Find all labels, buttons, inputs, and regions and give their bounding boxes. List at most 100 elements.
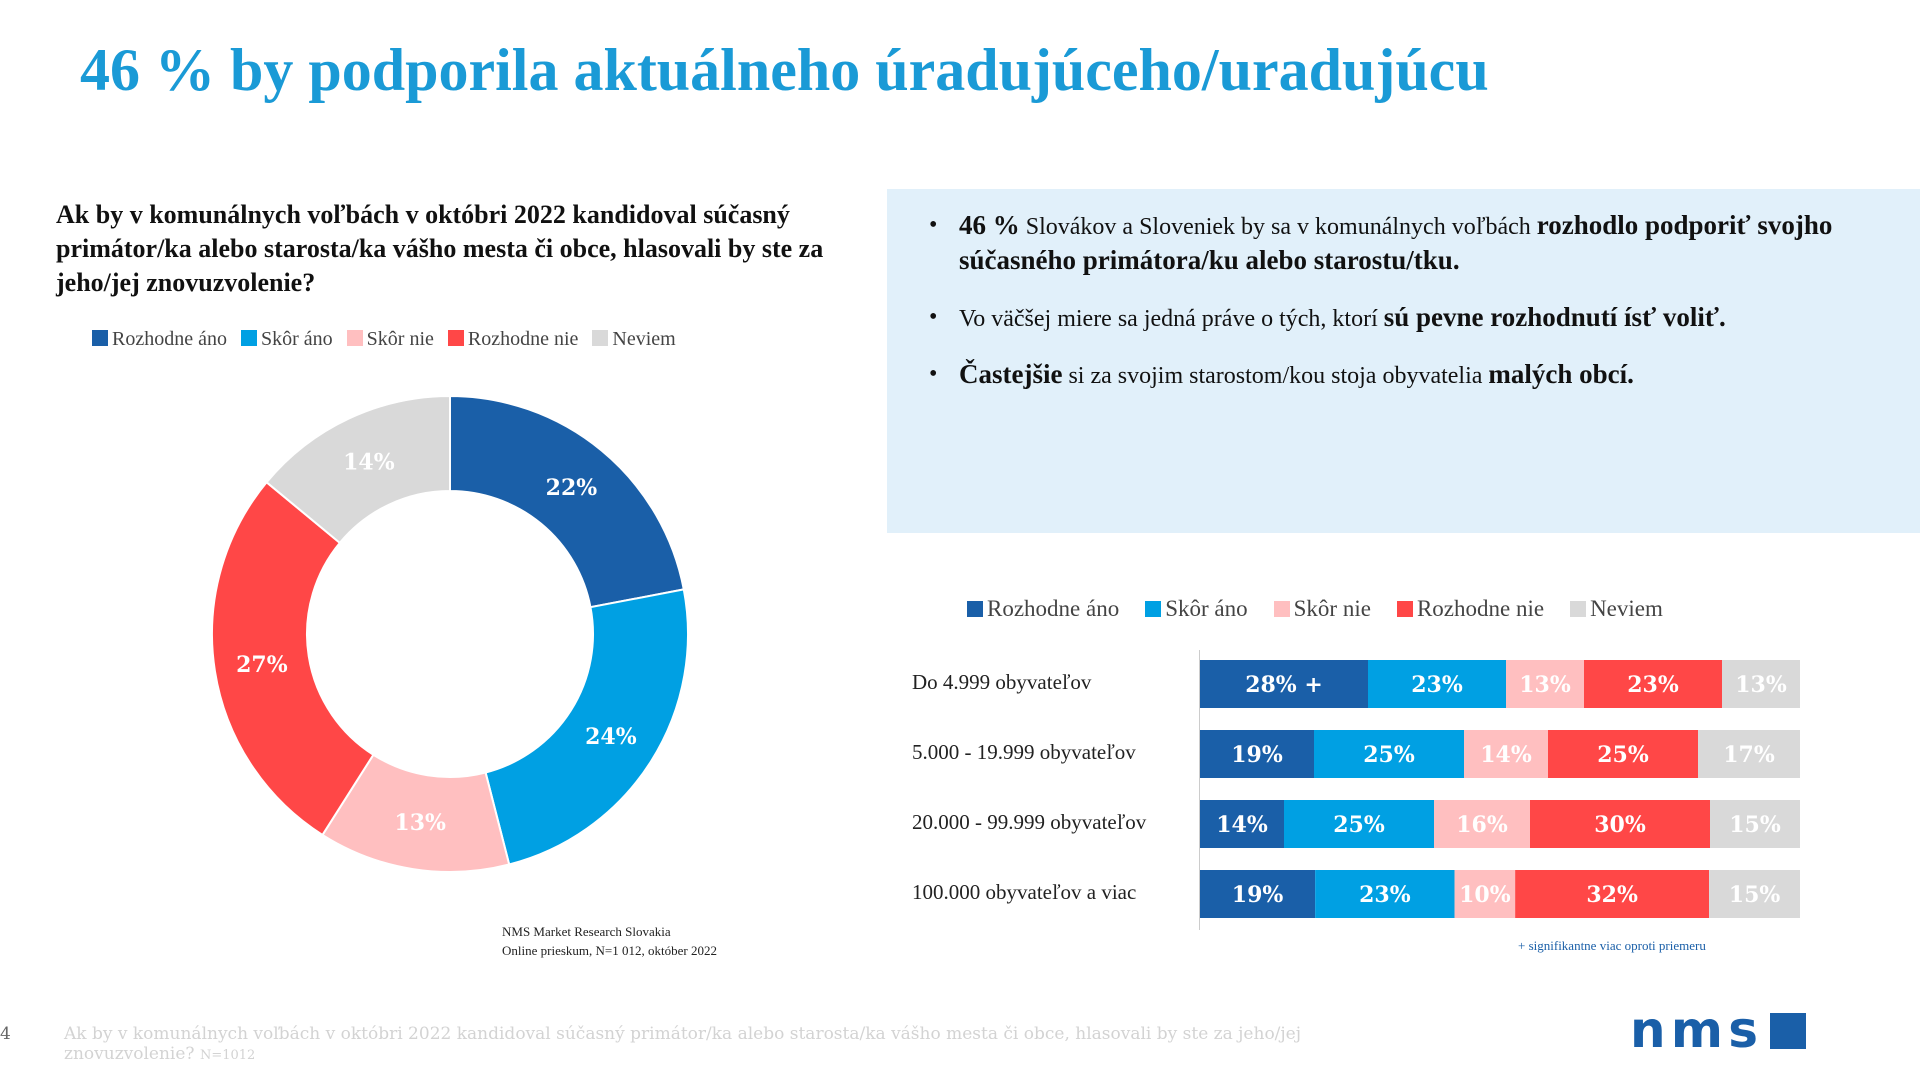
bar-category-label: 5.000 - 19.999 obyvateľov bbox=[912, 740, 1136, 764]
legend-item: Skôr áno bbox=[240, 326, 333, 352]
bar-legend: Rozhodne áno Skôr áno Skôr nie Rozhodne nie… bbox=[967, 596, 1689, 622]
legend-swatch bbox=[447, 330, 464, 346]
legend-label: Rozhodne nie bbox=[467, 328, 579, 350]
legend-swatch bbox=[592, 330, 609, 346]
bar-segment bbox=[1200, 730, 1314, 778]
legend-label: Neviem bbox=[1590, 596, 1663, 621]
bar-segment bbox=[1315, 870, 1455, 918]
bullet-item: Vo väčšej miere sa jedná práve o tých, k… bbox=[929, 301, 1859, 336]
bullet-item: Častejšie si za svojim starostom/kou sto… bbox=[929, 358, 1859, 393]
stacked-bar-chart: 28% + 23% 13% 23% 13% 19% 25% 14% 25% 17% 14% 25% 16… bbox=[1200, 660, 1800, 918]
bar-segment bbox=[1434, 800, 1530, 848]
bullet-bold: 46 % bbox=[959, 210, 1020, 240]
chart-question: Ak by v komunálnych voľbách v októbri 20… bbox=[56, 200, 824, 297]
bullet-item: 46 % Slovákov a Sloveniek by sa v komuná… bbox=[929, 209, 1859, 279]
bar-segment bbox=[1200, 800, 1284, 848]
bar-value-label: 13% bbox=[1519, 672, 1571, 698]
bullet-bold: Častejšie bbox=[959, 359, 1063, 389]
bar-segment bbox=[1722, 660, 1800, 708]
bar-category-label: 20.000 - 99.999 obyvateľov bbox=[912, 810, 1147, 834]
bar-value-label: 28% + bbox=[1245, 672, 1323, 698]
bar-segment bbox=[1506, 660, 1584, 708]
bar-value-label: 19% bbox=[1231, 742, 1283, 768]
bullet-bold: sú pevne rozhodnutí ísť voliť. bbox=[1383, 302, 1726, 332]
legend-item: Rozhodne nie bbox=[447, 326, 579, 352]
legend-item: Rozhodne áno bbox=[967, 596, 1119, 622]
footnote: + signifikantne viac oproti priemeru bbox=[1518, 938, 1706, 953]
bullet-bold: malých obcí. bbox=[1488, 359, 1634, 389]
donut-label: 24% bbox=[585, 724, 637, 750]
bar-value-label: 15% bbox=[1729, 882, 1781, 908]
legend-swatch bbox=[1145, 601, 1162, 617]
bar-segment bbox=[1548, 730, 1698, 778]
legend-item: Rozhodne nie bbox=[1396, 596, 1545, 622]
bar-category-label: Do 4.999 obyvateľov bbox=[912, 670, 1092, 694]
bullet-text: Slovákov a Sloveniek by sa v komunálnych… bbox=[1019, 214, 1537, 240]
bar-value-label: 30% bbox=[1594, 812, 1646, 838]
legend-label: Rozhodne áno bbox=[112, 328, 227, 350]
donut-label: 22% bbox=[546, 475, 598, 501]
bullet-text: si za svojim starostom/kou stoja obyvate… bbox=[1062, 363, 1489, 389]
bar-segment bbox=[1709, 870, 1800, 918]
bar-value-label: 14% bbox=[1216, 812, 1268, 838]
bar-segment bbox=[1515, 870, 1710, 918]
legend-item: Skôr nie bbox=[1273, 596, 1371, 622]
legend-label: Rozhodne nie bbox=[1416, 596, 1545, 621]
bar-value-label: 14% bbox=[1480, 742, 1532, 768]
bar-segment bbox=[1200, 870, 1316, 918]
page-number: 4 bbox=[0, 1024, 11, 1044]
donut-legend: Rozhodne áno Skôr áno Skôr nie Rozhodne nie… bbox=[92, 326, 772, 352]
donut-label: 14% bbox=[343, 450, 395, 476]
bar-segment bbox=[1200, 660, 1368, 708]
bullet-bold: rozhodlo podporiť svojho súčasného primá… bbox=[959, 210, 1833, 275]
bullet-text: Vo väčšej miere sa jedná práve o tých, k… bbox=[959, 306, 1384, 332]
legend-label: Neviem bbox=[612, 328, 676, 350]
bar-value-label: 25% bbox=[1363, 742, 1415, 768]
bar-value-label: 15% bbox=[1729, 812, 1781, 838]
footer-text: Ak by v komunálnych voľbách v októbri 20… bbox=[64, 1024, 1364, 1066]
legend-item: Rozhodne áno bbox=[92, 326, 227, 352]
footer-question: Ak by v komunálnych voľbách v októbri 20… bbox=[64, 1024, 1302, 1064]
bar-value-label: 13% bbox=[1735, 672, 1787, 698]
bar-segment bbox=[1368, 660, 1506, 708]
bar-value-label: 25% bbox=[1597, 742, 1649, 768]
legend-swatch bbox=[1273, 601, 1290, 617]
bar-segment bbox=[1584, 660, 1722, 708]
bar-value-label: 23% bbox=[1359, 882, 1411, 908]
page-title: 46 % by podporila aktuálneho úradujúceho… bbox=[80, 37, 1489, 103]
bar-value-label: 23% bbox=[1411, 672, 1463, 698]
legend-label: Skôr áno bbox=[260, 328, 333, 350]
bar-segment bbox=[1710, 800, 1800, 848]
legend-item: Neviem bbox=[592, 326, 676, 352]
bar-value-label: 25% bbox=[1333, 812, 1385, 838]
donut-label: 13% bbox=[394, 810, 446, 836]
legend-swatch bbox=[967, 601, 983, 617]
legend-label: Rozhodne áno bbox=[987, 596, 1120, 621]
source-note: NMS Market Research Slovakia Online prie… bbox=[502, 922, 717, 960]
footer-n: N=1012 bbox=[199, 1048, 256, 1063]
legend-swatch bbox=[1396, 601, 1413, 617]
donut-chart: 22% 24% 13% 27% 14% bbox=[211, 394, 689, 873]
bar-value-label: 16% bbox=[1456, 812, 1508, 838]
legend-label: Skôr nie bbox=[1293, 596, 1371, 621]
donut-slice bbox=[449, 394, 685, 609]
bar-value-label: 23% bbox=[1627, 672, 1679, 698]
bar-segment bbox=[1314, 730, 1464, 778]
bar-value-label: 32% bbox=[1586, 882, 1638, 908]
legend-item: Neviem bbox=[1570, 596, 1663, 622]
legend-item: Skôr nie bbox=[346, 326, 434, 352]
svg-text:nms: nms bbox=[1630, 1010, 1758, 1052]
legend-swatch bbox=[92, 330, 108, 346]
summary-box: 46 % Slovákov a Sloveniek by sa v komuná… bbox=[887, 189, 1920, 533]
legend-item: Skôr áno bbox=[1145, 596, 1248, 622]
bar-segment bbox=[1464, 730, 1548, 778]
donut-slice bbox=[484, 588, 689, 866]
source-line: NMS Market Research Slovakia bbox=[502, 924, 671, 939]
donut-slice bbox=[265, 394, 451, 545]
bar-value-label: 10% bbox=[1459, 882, 1511, 908]
legend-swatch bbox=[1570, 601, 1587, 617]
bar-axis bbox=[1199, 650, 1200, 930]
donut-label: 27% bbox=[236, 652, 288, 678]
legend-swatch bbox=[346, 330, 363, 346]
legend-label: Skôr nie bbox=[366, 328, 434, 350]
